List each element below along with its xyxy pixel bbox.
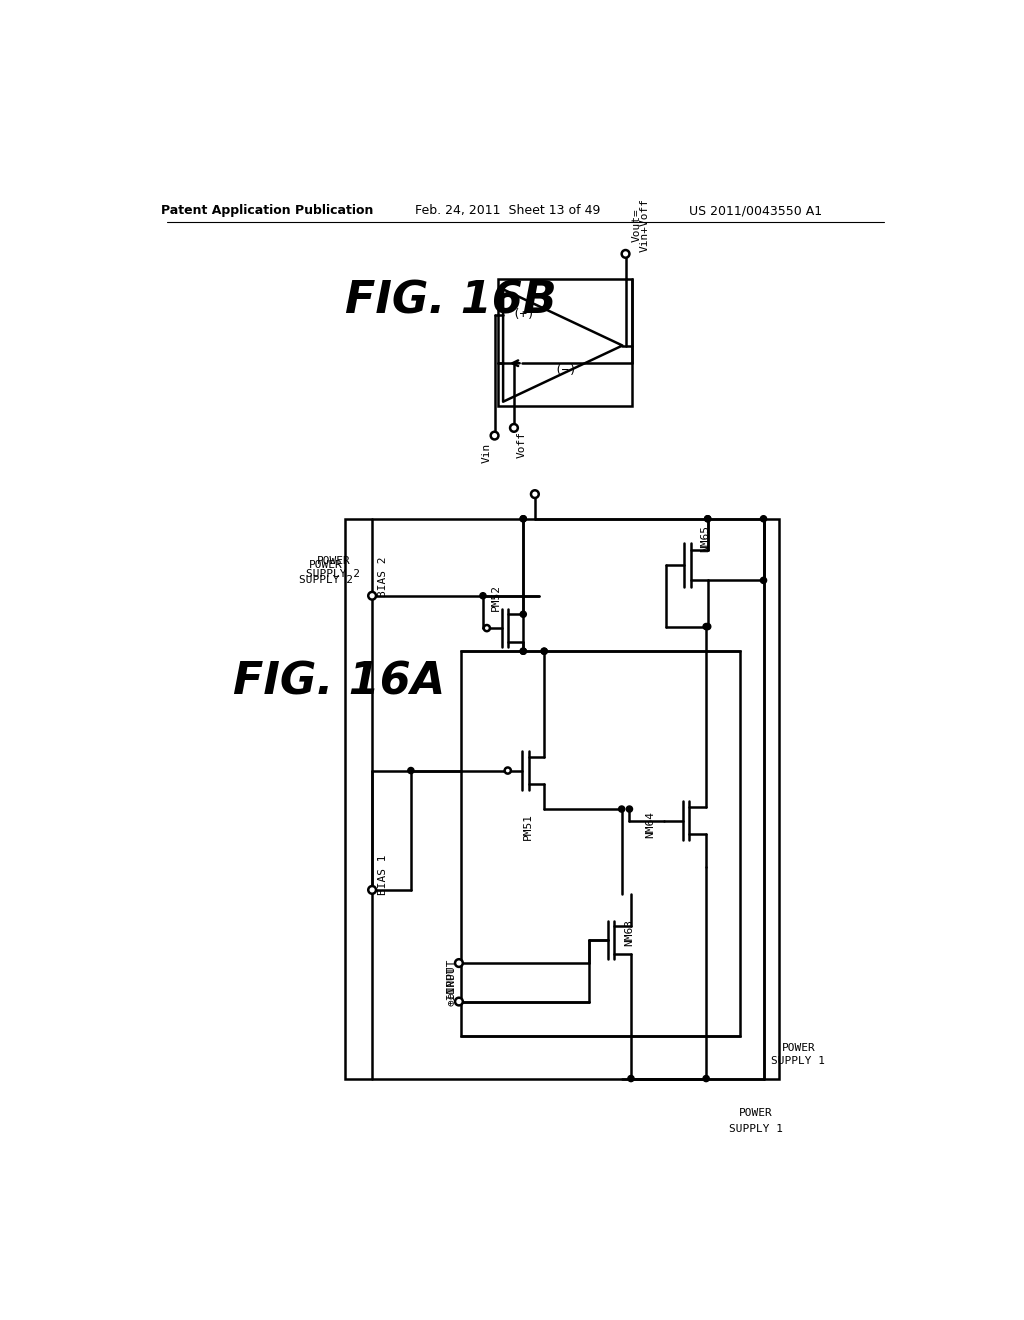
Text: POWER: POWER [309,560,342,570]
Circle shape [520,516,526,521]
Circle shape [483,626,489,631]
Circle shape [761,577,767,583]
Circle shape [541,648,547,655]
Text: FIG. 16B: FIG. 16B [345,280,557,322]
Circle shape [520,648,526,655]
Text: ⊕INPUT: ⊕INPUT [446,966,457,1006]
Text: Vout=: Vout= [632,209,642,243]
Circle shape [369,886,376,894]
Text: NM63: NM63 [624,919,634,945]
Circle shape [703,623,710,630]
Text: SUPPLY 2: SUPPLY 2 [306,569,360,579]
Circle shape [505,767,511,774]
Circle shape [705,516,711,521]
Circle shape [531,490,539,498]
Text: SUPPLY 1: SUPPLY 1 [729,1123,782,1134]
Bar [461,651,740,1036]
Text: PM52: PM52 [490,583,501,611]
Text: BIAS 1: BIAS 1 [378,854,388,895]
Circle shape [618,807,625,812]
Circle shape [520,648,526,655]
Circle shape [520,516,526,521]
Circle shape [455,998,463,1006]
Text: (−): (−) [555,364,578,378]
Text: NM64: NM64 [645,810,655,838]
Text: Feb. 24, 2011  Sheet 13 of 49: Feb. 24, 2011 Sheet 13 of 49 [415,205,600,218]
Circle shape [455,960,463,968]
Circle shape [490,432,499,440]
Circle shape [510,424,518,432]
Circle shape [520,611,526,618]
Text: POWER: POWER [781,1043,815,1053]
Circle shape [622,249,630,257]
Circle shape [705,516,711,521]
Text: FIG. 16A: FIG. 16A [232,660,444,704]
Circle shape [369,591,376,599]
Text: SUPPLY 2: SUPPLY 2 [299,576,352,585]
Text: Vin: Vin [482,442,492,463]
Circle shape [628,1076,634,1081]
Text: POWER: POWER [739,1109,773,1118]
Text: (+): (+) [512,308,535,321]
Text: PM51: PM51 [523,813,534,840]
Circle shape [705,623,711,630]
Text: US 2011/0043550 A1: US 2011/0043550 A1 [689,205,822,218]
Circle shape [761,516,767,521]
Text: Vin+Voff: Vin+Voff [640,198,649,252]
Text: NM65: NM65 [700,524,711,552]
Circle shape [703,1076,710,1081]
Bar [499,280,632,407]
Circle shape [627,807,633,812]
Bar [345,519,779,1078]
Text: ⊖INPUT: ⊖INPUT [446,958,457,999]
Circle shape [408,767,414,774]
Text: SUPPLY 1: SUPPLY 1 [771,1056,825,1065]
Text: Voff: Voff [517,432,526,458]
Text: POWER: POWER [316,556,350,566]
Text: Patent Application Publication: Patent Application Publication [162,205,374,218]
Circle shape [541,648,547,655]
Circle shape [480,593,486,599]
Text: BIAS 2: BIAS 2 [378,556,388,597]
